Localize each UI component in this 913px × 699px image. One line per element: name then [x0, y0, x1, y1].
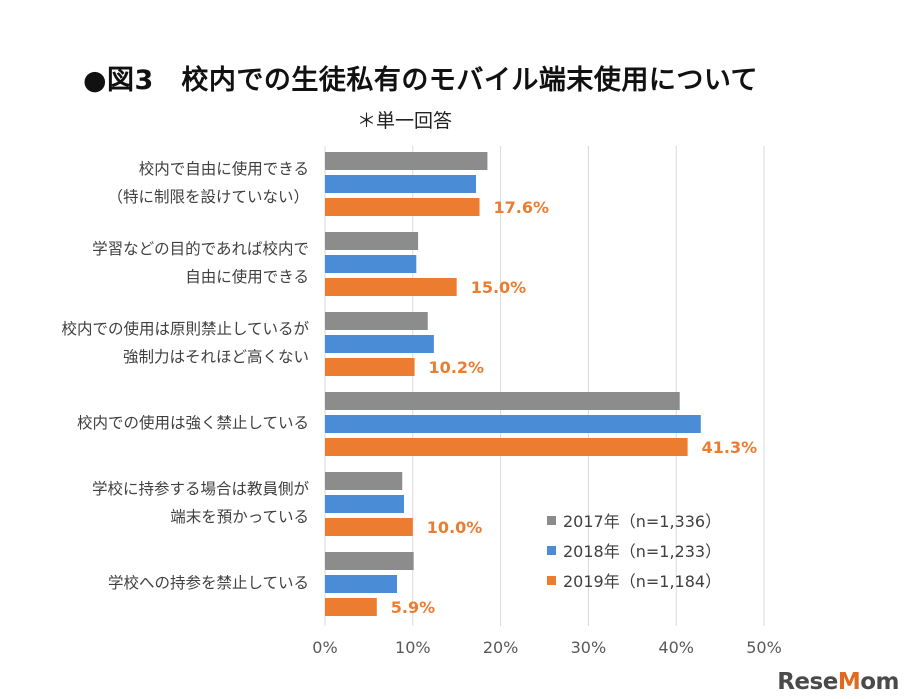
category-label-line: 校内での使用は原則禁止しているが: [61, 320, 309, 338]
legend-swatch: [547, 545, 556, 555]
bar: [325, 495, 405, 513]
legend-label: 2019年（n=1,184）: [563, 572, 722, 591]
bar: [325, 518, 413, 536]
bar: [325, 575, 397, 593]
bar: [325, 232, 419, 250]
data-label: 5.9%: [391, 598, 435, 617]
x-tick-label: 20%: [482, 638, 519, 657]
legend-item: 2017年（n=1,336）: [547, 505, 721, 535]
category-label-line: 学習などの目的であれば校内で: [92, 240, 309, 258]
legend: 2017年（n=1,336） 2018年（n=1,233） 2019年（n=1,18…: [547, 505, 721, 595]
bar: [325, 278, 457, 296]
data-label: 10.2%: [429, 358, 485, 377]
category-label-line: （特に制限を設けていない）: [107, 188, 309, 206]
data-label: 10.0%: [427, 518, 483, 537]
bar: [325, 152, 488, 170]
category-label: 学校への持参を禁止している: [0, 569, 309, 597]
x-tick-label: 10%: [395, 638, 431, 657]
chart-subtitle: ＊単一回答: [357, 110, 453, 132]
bar: [325, 438, 688, 456]
bar: [325, 598, 377, 616]
legend-label: 2018年（n=1,233）: [563, 542, 722, 561]
legend-swatch: [547, 515, 556, 525]
x-tick-label: 30%: [570, 638, 607, 657]
data-label: 17.6%: [494, 198, 550, 217]
bar: [325, 255, 417, 273]
category-label: 校内での使用は強く禁止している: [0, 409, 309, 437]
category-label: 学校に持参する場合は教員側が端末を預かっている: [0, 475, 309, 531]
category-label-line: 端末を預かっている: [170, 508, 309, 526]
legend-swatch: [547, 575, 556, 585]
bar: [325, 358, 415, 376]
x-tick-label: 0%: [312, 638, 338, 657]
x-tick-label: 40%: [658, 638, 694, 657]
category-label-line: 校内で自由に使用できる: [138, 160, 309, 178]
bar: [325, 198, 480, 216]
category-label-line: 学校に持参する場合は教員側が: [91, 480, 309, 498]
category-label-line: 学校への持参を禁止している: [107, 574, 309, 592]
x-tick-label: 50%: [746, 638, 782, 657]
bar: [325, 392, 680, 410]
data-label: 15.0%: [471, 278, 527, 297]
resemom-logo: ReseMom: [777, 669, 899, 695]
bar: [325, 335, 434, 353]
category-label-line: 強制力はそれほど高くない: [122, 348, 309, 366]
category-label-line: 自由に使用できる: [185, 268, 309, 286]
legend-item: 2018年（n=1,233）: [547, 535, 721, 565]
legend-item: 2019年（n=1,184）: [547, 565, 721, 595]
bar: [325, 552, 414, 570]
bar: [325, 415, 701, 433]
legend-label: 2017年（n=1,336）: [563, 512, 722, 531]
data-label: 41.3%: [702, 438, 758, 457]
bar: [325, 312, 428, 330]
category-label: 学習などの目的であれば校内で自由に使用できる: [0, 235, 309, 291]
bar: [325, 472, 403, 490]
chart-title: ●図3 校内での生徒私有のモバイル端末使用について: [83, 65, 759, 96]
category-label: 校内で自由に使用できる （特に制限を設けていない）: [0, 155, 309, 211]
bar: [325, 175, 477, 193]
category-label: 校内での使用は原則禁止しているが強制力はそれほど高くない: [0, 315, 309, 371]
category-label-line: 校内での使用は強く禁止している: [76, 414, 309, 432]
